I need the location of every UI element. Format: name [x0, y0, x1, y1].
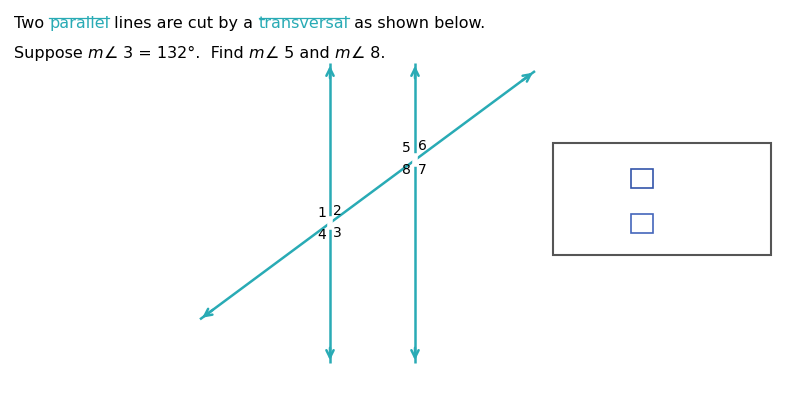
Text: m: m: [334, 46, 350, 61]
Text: 8: 8: [402, 163, 411, 177]
Text: ∠: ∠: [350, 46, 365, 61]
Text: °: °: [656, 171, 664, 186]
Text: transversal: transversal: [258, 16, 349, 31]
Text: m: m: [249, 46, 264, 61]
Text: 5 and: 5 and: [278, 46, 334, 61]
Text: ∠: ∠: [580, 171, 594, 186]
Text: as shown below.: as shown below.: [349, 16, 485, 31]
Text: parallel: parallel: [50, 16, 110, 31]
Bar: [553, 143, 771, 255]
Text: Suppose: Suppose: [14, 46, 88, 61]
Text: lines are cut by a: lines are cut by a: [110, 16, 258, 31]
Bar: [631, 168, 653, 188]
Text: ∠: ∠: [580, 216, 594, 230]
Text: m: m: [569, 171, 585, 186]
Text: 8.: 8.: [365, 46, 385, 61]
Text: 1: 1: [317, 206, 326, 220]
Text: 3 = 132°.  Find: 3 = 132°. Find: [118, 46, 249, 61]
Text: 2: 2: [333, 204, 342, 218]
Text: ∠: ∠: [264, 46, 278, 61]
Bar: [631, 214, 653, 232]
Text: 4: 4: [318, 228, 326, 242]
Text: 5: 5: [402, 141, 411, 155]
Text: 6: 6: [418, 139, 427, 153]
Text: °: °: [656, 216, 664, 230]
Text: ∠: ∠: [103, 46, 118, 61]
Text: 5  =: 5 =: [593, 171, 627, 186]
Text: 8  =: 8 =: [593, 216, 627, 230]
Text: Two: Two: [14, 16, 50, 31]
Text: 7: 7: [418, 163, 426, 177]
Text: m: m: [569, 216, 585, 230]
Text: m: m: [88, 46, 103, 61]
Text: 3: 3: [333, 226, 342, 240]
